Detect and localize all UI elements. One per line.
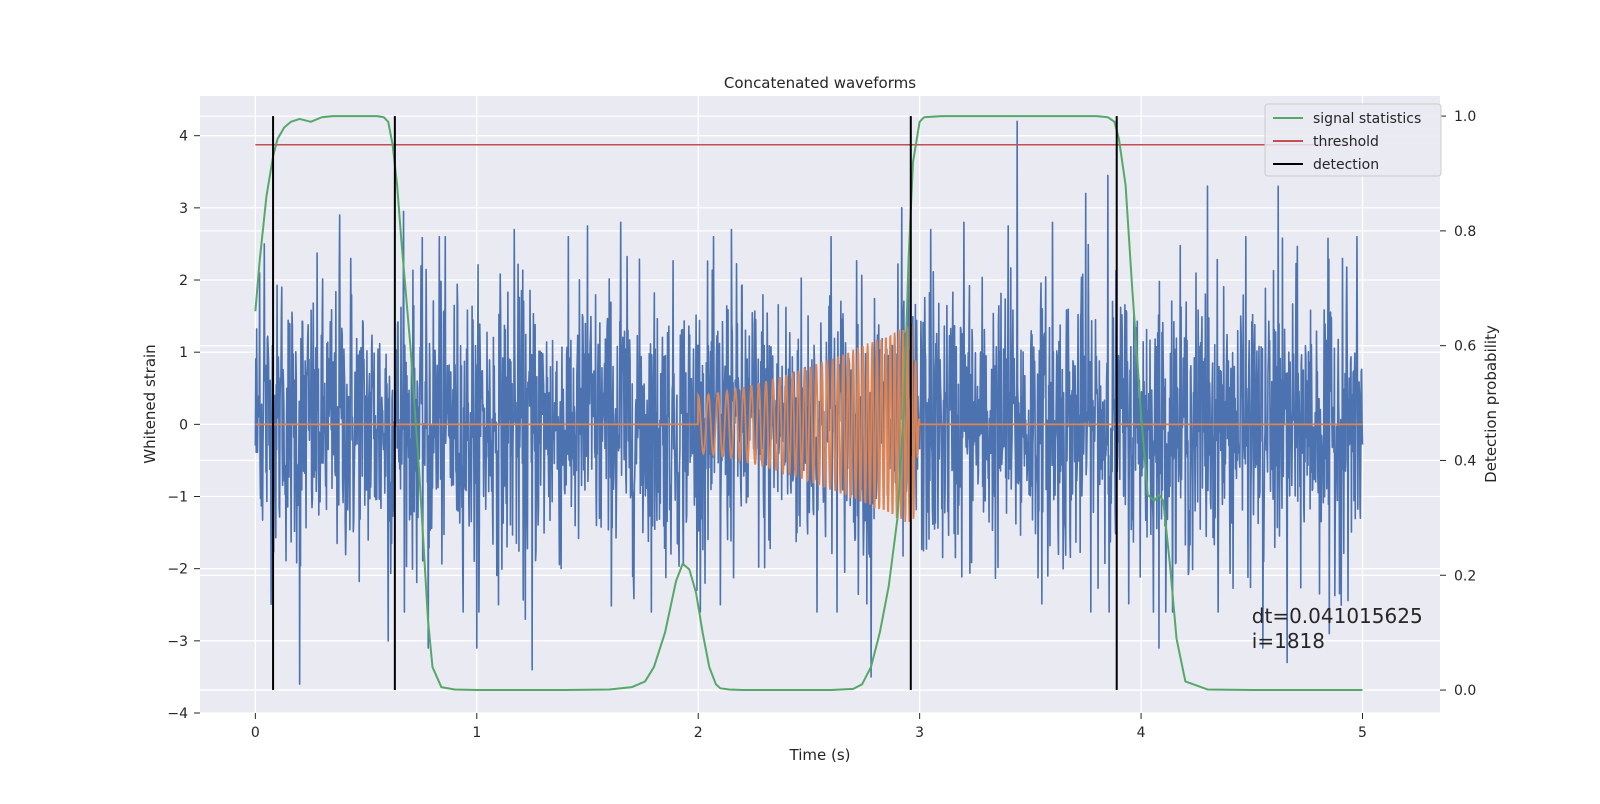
legend-entry: detection (1313, 157, 1379, 173)
y-axis-label-right: Detection probability (1482, 325, 1500, 483)
y-right-tick-label: 1.0 (1454, 109, 1476, 125)
y-left-tick-label: −4 (167, 706, 188, 722)
legend-entry: signal statistics (1313, 111, 1421, 127)
y-right-tick-label: 0.0 (1454, 683, 1476, 699)
annotation-text: i=1818 (1252, 629, 1325, 653)
y-axis-label-left: Whitened strain (141, 344, 159, 463)
x-tick-label: 1 (472, 725, 481, 741)
x-tick-label: 0 (251, 725, 260, 741)
x-tick-label: 3 (915, 725, 924, 741)
x-tick-label: 4 (1137, 725, 1146, 741)
y-right-tick-label: 0.8 (1454, 224, 1476, 240)
y-right-tick-label: 0.6 (1454, 339, 1476, 355)
legend-box (1264, 103, 1442, 177)
y-left-tick-label: 0 (179, 417, 188, 433)
legend: signal statistics threshold detection (1264, 103, 1442, 177)
y-left-tick-label: 2 (179, 273, 188, 289)
y-left-tick-label: −2 (167, 562, 188, 578)
series-chirp-line (255, 323, 1363, 523)
x-axis-label: Time (s) (789, 746, 851, 764)
y-left-tick-label: 3 (179, 201, 188, 217)
y-left-tick-label: −3 (167, 634, 188, 650)
y-right-tick-label: 0.2 (1454, 568, 1476, 584)
annotation-text: dt=0.041015625 (1252, 604, 1423, 628)
y-right-tick-label: 0.4 (1454, 453, 1476, 469)
legend-entry: threshold (1313, 134, 1379, 150)
x-tick-label: 2 (694, 725, 703, 741)
y-left-tick-label: −1 (167, 490, 188, 506)
chart-title: Concatenated waveforms (724, 74, 916, 92)
x-tick-label: 5 (1358, 725, 1367, 741)
signal-statistics-line (254, 115, 1363, 692)
y-left-tick-label: 1 (179, 345, 188, 361)
y-left-tick-label: 4 (179, 129, 188, 145)
